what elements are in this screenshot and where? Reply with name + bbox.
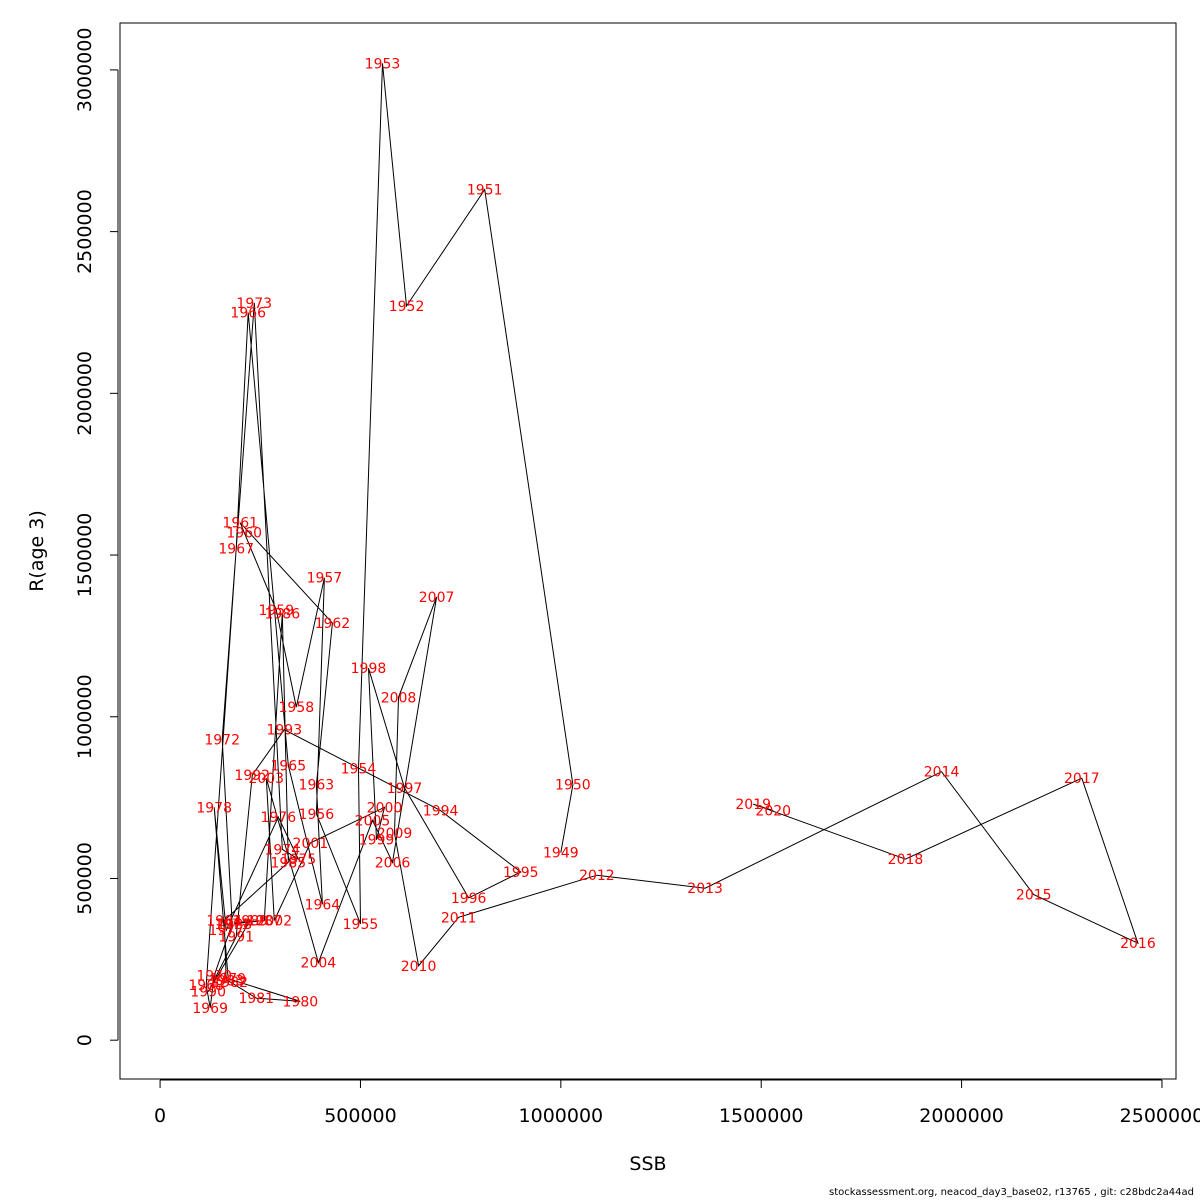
year-label-1994: 1994 [423, 804, 459, 820]
x-axis: 0 500000 1000000 1500000 2000000 2500000 [154, 1079, 1200, 1127]
year-label-1967: 1967 [218, 542, 254, 558]
year-label-1956: 1956 [299, 807, 335, 823]
year-label-1970: 1970 [196, 969, 232, 985]
year-label-1955: 1955 [343, 917, 379, 933]
year-label-1995: 1995 [503, 865, 539, 881]
year-label-2010: 2010 [401, 959, 437, 975]
year-label-2012: 2012 [579, 868, 615, 884]
year-label-1953: 1953 [365, 56, 401, 72]
year-label-1996: 1996 [451, 891, 487, 907]
year-label-1981: 1981 [238, 991, 274, 1007]
year-label-1969: 1969 [192, 1001, 228, 1017]
plot-frame [119, 22, 1177, 1080]
year-label-1978: 1978 [196, 800, 232, 816]
x-tick-label: 0 [154, 1105, 166, 1127]
year-label-2009: 2009 [377, 826, 413, 842]
x-axis-title: SSB [629, 1153, 666, 1175]
year-label-2014: 2014 [924, 765, 960, 781]
year-label-1992: 1992 [234, 768, 270, 784]
year-label-2000: 2000 [367, 800, 403, 816]
year-label-2015: 2015 [1016, 888, 1052, 904]
year-label-1952: 1952 [389, 299, 425, 315]
year-label-1974: 1974 [264, 842, 300, 858]
y-tick-label: 2000000 [74, 351, 96, 436]
year-label-1951: 1951 [467, 183, 503, 199]
year-label-1998: 1998 [351, 661, 387, 677]
year-label-2019: 2019 [735, 797, 771, 813]
year-label-1977: 1977 [208, 923, 244, 939]
year-label-1963: 1963 [299, 778, 335, 794]
year-label-2004: 2004 [301, 956, 337, 972]
year-label-1966: 1966 [230, 305, 266, 321]
x-tick-label: 2500000 [1120, 1105, 1200, 1127]
year-label-1973: 1973 [236, 296, 272, 312]
year-label-2008: 2008 [381, 690, 417, 706]
year-label-2007: 2007 [419, 590, 455, 606]
y-tick-label: 0 [74, 1034, 96, 1046]
year-label-1958: 1958 [279, 700, 315, 716]
year-label-1957: 1957 [307, 571, 343, 587]
year-label-1950: 1950 [555, 778, 591, 794]
year-label-2016: 2016 [1120, 936, 1156, 952]
year-label-1999: 1999 [359, 833, 395, 849]
year-label-1962: 1962 [315, 616, 351, 632]
year-label-1968: 1968 [188, 978, 224, 994]
year-label-1991: 1991 [218, 930, 254, 946]
year-label-1949: 1949 [543, 846, 579, 862]
y-tick-label: 2500000 [74, 189, 96, 274]
year-label-1972: 1972 [204, 732, 240, 748]
y-tick-label: 3000000 [74, 28, 96, 113]
year-label-1964: 1964 [305, 897, 341, 913]
x-tick-label: 500000 [324, 1105, 397, 1127]
year-label-2011: 2011 [441, 910, 477, 926]
year-label-1959: 1959 [258, 603, 294, 619]
year-label-1997: 1997 [387, 781, 423, 797]
year-label-1993: 1993 [266, 723, 302, 739]
year-label-1954: 1954 [341, 762, 377, 778]
year-label-1971: 1971 [214, 917, 250, 933]
year-labels: 1949 1950 1951 1952 1953 1954 1955 1956 1957 1958… [188, 56, 1155, 1016]
year-label-1986: 1986 [264, 606, 300, 622]
x-tick-label: 2000000 [919, 1105, 1004, 1127]
y-tick-label: 1500000 [74, 513, 96, 598]
year-label-1983: 1983 [208, 973, 244, 989]
year-label-1988: 1988 [216, 917, 252, 933]
year-label-1980: 1980 [283, 994, 319, 1010]
year-label-1989: 1989 [232, 914, 268, 930]
x-tick-label: 1500000 [719, 1105, 804, 1127]
year-label-1965: 1965 [270, 758, 306, 774]
year-label-2013: 2013 [687, 881, 723, 897]
year-label-1960: 1960 [226, 525, 262, 541]
y-axis-title: R(age 3) [26, 510, 48, 592]
year-label-2006: 2006 [375, 855, 411, 871]
y-axis: 0 500000 1000000 1500000 2000000 2500000 30000… [74, 28, 119, 1046]
footer-credit: stockassessment.org, neacod_day3_base02,… [829, 1187, 1194, 1198]
year-label-2005: 2005 [355, 813, 391, 829]
recruitment-trajectory-line [205, 63, 1139, 1008]
y-tick-label: 1000000 [74, 674, 96, 759]
year-label-2003: 2003 [248, 771, 284, 787]
year-label-1961: 1961 [222, 516, 258, 532]
year-label-2020: 2020 [755, 804, 791, 820]
year-label-2001: 2001 [293, 836, 329, 852]
year-label-2018: 2018 [888, 852, 924, 868]
y-tick-label: 500000 [74, 842, 96, 915]
year-label-1984: 1984 [206, 914, 242, 930]
year-label-1979: 1979 [210, 972, 246, 988]
year-label-1982: 1982 [212, 975, 248, 991]
year-label-2002: 2002 [256, 914, 292, 930]
year-label-1990: 1990 [190, 985, 226, 1001]
year-label-1976: 1976 [260, 810, 296, 826]
year-label-2017: 2017 [1064, 771, 1100, 787]
x-tick-label: 1000000 [519, 1105, 604, 1127]
year-label-1975: 1975 [281, 852, 317, 868]
year-label-1987: 1987 [246, 914, 282, 930]
year-label-1985: 1985 [270, 855, 306, 871]
